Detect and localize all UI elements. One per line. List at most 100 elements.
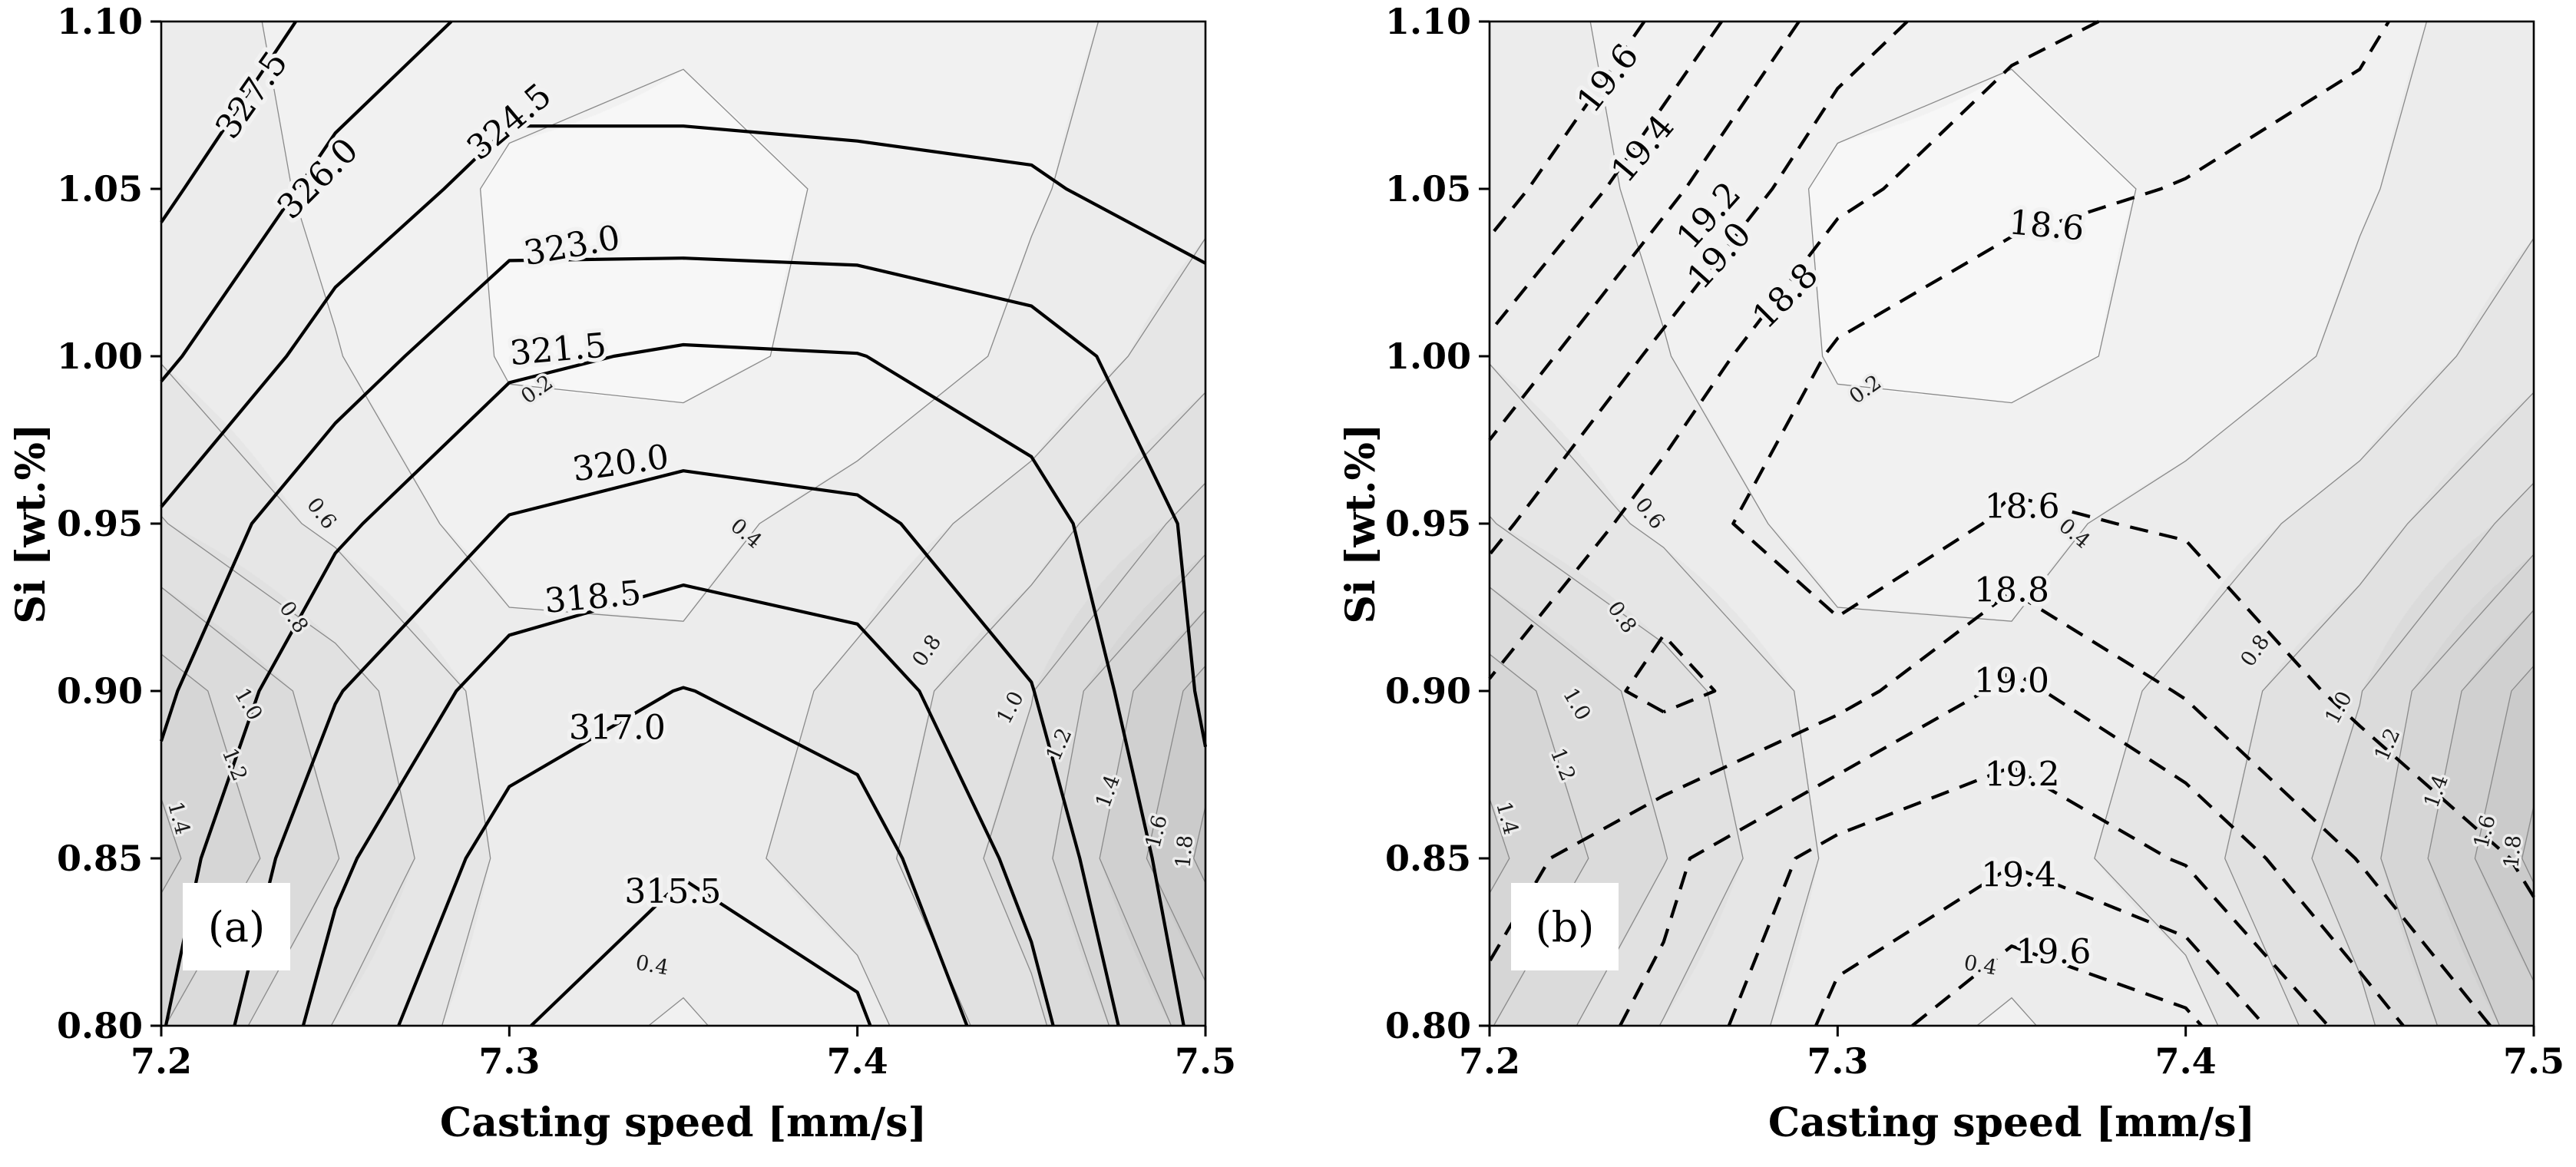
y-tick-label-0.85: 0.85 [1385, 838, 1471, 879]
uncertainty-label-1.6: 1.6 [1141, 813, 1172, 851]
uncertainty-contour-1.4 [160, 798, 182, 894]
contour-label-19.6: 19.6 [2015, 933, 2091, 972]
contour-label-327.5: 327.5 [208, 45, 296, 146]
x-tick-label-7.4: 7.4 [827, 1040, 888, 1082]
y-tick-label-0.90: 0.90 [57, 670, 143, 712]
primary-contour-326 [160, 20, 453, 383]
uncertainty-label-0.4: 0.4 [726, 514, 766, 553]
primary-contour-323 [160, 256, 1208, 748]
uncertainty-label-1.4: 1.4 [1491, 799, 1523, 838]
y-tick-label-0.80: 0.80 [57, 1005, 143, 1046]
uncertainty-contour-1.4 [1489, 798, 1510, 894]
uncertainty-contour-1.2 [2380, 554, 2535, 1026]
uncertainty-contour-0.4 [1976, 997, 2037, 1026]
x-tick-label-7.2: 7.2 [1459, 1040, 1520, 1082]
uncertainty-label-0.4: 0.4 [1962, 951, 1999, 980]
y-tick-label-0.95: 0.95 [1385, 503, 1471, 544]
uncertainty-label-0.4: 0.4 [2054, 514, 2095, 553]
contour-label-19.4: 19.4 [1981, 855, 2056, 894]
y-tick-label-1.10: 1.10 [57, 1, 143, 42]
uncertainty-label-1.2: 1.2 [217, 745, 252, 784]
uncertainty-fill-canvas-b [1490, 21, 2534, 1026]
uncertainty-contour-0.8 [1489, 515, 1744, 1026]
primary-contour-317 [397, 686, 969, 1026]
uncertainty-label-0.8: 0.8 [908, 630, 946, 671]
contour-label-18.6: 18.6 [2007, 203, 2085, 248]
primary-contour-18.8 [1488, 20, 2100, 680]
uncertainty-label-0.4: 0.4 [633, 951, 670, 980]
uncertainty-label-1.0: 1.0 [992, 688, 1029, 728]
primary-contour-19.6 [1911, 944, 2203, 1027]
x-axis-title: Casting speed [mm/s] [440, 1099, 927, 1146]
contour-layer-b: 19.619.419.219.018.818.618.618.819.019.2… [1385, 1, 2564, 1082]
y-axis-title: Si [wt.%] [1338, 424, 1384, 624]
uncertainty-label-1.8: 1.8 [1171, 835, 1198, 869]
uncertainty-label-1.4: 1.4 [1091, 772, 1125, 811]
contour-label-19.2: 19.2 [1985, 755, 2060, 795]
uncertainty-label-1.0: 1.0 [1558, 684, 1595, 725]
uncertainty-contour-0.2 [479, 68, 809, 404]
uncertainty-label-1.8: 1.8 [2499, 835, 2526, 869]
contour-label-323.0: 323.0 [521, 218, 623, 273]
primary-contour-324.5 [160, 124, 1206, 508]
y-tick-label-1.00: 1.00 [57, 336, 143, 377]
y-tick-label-1.05: 1.05 [1385, 168, 1471, 210]
contour-label-19.4: 19.4 [1603, 107, 1682, 190]
primary-contour-18.8 [1488, 590, 2492, 1027]
primary-contour-19.2 [1727, 765, 2330, 1027]
y-tick-label-1.10: 1.10 [1385, 1, 1471, 42]
y-tick-label-0.85: 0.85 [57, 838, 143, 879]
contour-label-324.5: 324.5 [460, 76, 559, 168]
primary-contour-321.5 [164, 342, 1185, 1026]
primary-contour-327.5 [160, 20, 297, 223]
contour-label-18.8: 18.8 [1974, 571, 2049, 610]
primary-contour-19.6 [1488, 20, 1646, 238]
x-tick-label-7.2: 7.2 [131, 1040, 192, 1082]
contour-label-19.0: 19.0 [1974, 661, 2049, 700]
y-axis-title: Si [wt.%] [8, 424, 55, 624]
uncertainty-contour-0.6 [1489, 363, 1820, 1026]
uncertainty-label-0.2: 0.2 [1845, 371, 1886, 409]
uncertainty-fill-canvas-a [161, 21, 1205, 1026]
uncertainty-label-1.4: 1.4 [163, 799, 194, 838]
panel-label-badge: (b) [1511, 883, 1619, 970]
contour-label-18.6: 18.6 [1985, 488, 2060, 527]
contour-label-318.5: 318.5 [543, 574, 643, 621]
contour-label-321.5: 321.5 [508, 326, 608, 373]
uncertainty-contour-1 [1489, 587, 1668, 1026]
uncertainty-contour-1 [983, 482, 1206, 1026]
x-tick-label-7.5: 7.5 [2503, 1040, 2564, 1082]
uncertainty-contour-0.6 [766, 237, 1206, 1026]
x-tick-label-7.3: 7.3 [1807, 1040, 1868, 1082]
uncertainty-contour-1.6 [2474, 665, 2535, 982]
uncertainty-contour-1 [160, 587, 340, 1026]
uncertainty-label-0.8: 0.8 [2236, 630, 2274, 671]
contour-label-19.6: 19.6 [1569, 37, 1647, 121]
y-tick-label-0.95: 0.95 [57, 503, 143, 544]
contour-plot-a: 327.5326.0324.5323.0321.5320.0318.5317.0… [8, 1, 1236, 1146]
primary-contour-19 [1488, 20, 1909, 556]
uncertainty-contour-0.6 [160, 363, 491, 1026]
primary-contour-19.2 [1488, 20, 1801, 441]
uncertainty-label-1.0: 1.0 [2320, 688, 2357, 728]
uncertainty-contour-1.2 [1052, 554, 1206, 1026]
primary-contour-315.5 [530, 878, 872, 1027]
uncertainty-contour-1.8 [1193, 805, 1206, 884]
uncertainty-contour-0.8 [2224, 392, 2535, 1026]
primary-contour-320 [233, 469, 1120, 1026]
contour-plot-b: 19.619.419.219.018.818.618.618.819.019.2… [1338, 1, 2564, 1146]
uncertainty-contour-1.4 [2427, 610, 2535, 1026]
uncertainty-contour-0.8 [896, 392, 1206, 1026]
uncertainty-label-0.2: 0.2 [517, 371, 557, 409]
uncertainty-contour-0.6 [2094, 237, 2535, 1026]
contour-label-315.5: 315.5 [624, 872, 721, 911]
primary-contour-18.6 [1731, 20, 2535, 898]
panel-label-badge: (a) [183, 883, 290, 970]
primary-contour-318.5 [301, 584, 1055, 1026]
uncertainty-contour-0.8 [160, 515, 415, 1026]
contour-label-317.0: 317.0 [569, 709, 666, 748]
uncertainty-contour-0.4 [648, 997, 709, 1026]
y-tick-label-0.80: 0.80 [1385, 1005, 1471, 1046]
primary-contour-19 [1619, 669, 2405, 1027]
